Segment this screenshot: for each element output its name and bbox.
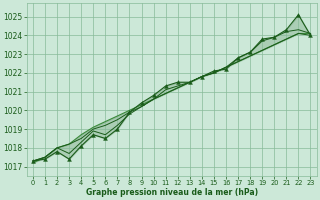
X-axis label: Graphe pression niveau de la mer (hPa): Graphe pression niveau de la mer (hPa)	[86, 188, 258, 197]
